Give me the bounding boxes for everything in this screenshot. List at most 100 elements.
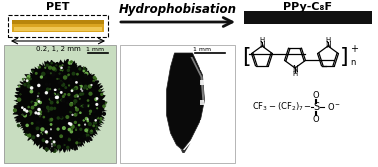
Circle shape — [30, 90, 33, 93]
Circle shape — [86, 134, 89, 137]
Circle shape — [89, 92, 92, 95]
Circle shape — [15, 112, 17, 113]
Circle shape — [91, 130, 92, 131]
Circle shape — [40, 114, 41, 115]
Circle shape — [24, 114, 26, 117]
Circle shape — [43, 76, 46, 79]
Circle shape — [79, 124, 80, 126]
Circle shape — [50, 101, 53, 104]
Circle shape — [87, 100, 89, 101]
Circle shape — [80, 112, 81, 113]
Circle shape — [93, 83, 95, 84]
Circle shape — [67, 69, 69, 71]
Circle shape — [80, 85, 82, 88]
Circle shape — [37, 111, 38, 112]
Circle shape — [60, 92, 62, 93]
Circle shape — [46, 70, 50, 73]
Circle shape — [79, 87, 80, 88]
Circle shape — [26, 133, 27, 135]
Circle shape — [74, 121, 76, 123]
Circle shape — [86, 137, 90, 140]
Circle shape — [68, 94, 70, 96]
Circle shape — [36, 102, 39, 105]
Circle shape — [66, 116, 69, 118]
Circle shape — [71, 89, 73, 91]
Circle shape — [35, 136, 36, 137]
Text: O: O — [313, 115, 319, 124]
Circle shape — [23, 113, 25, 115]
Circle shape — [61, 99, 63, 101]
Circle shape — [24, 84, 26, 86]
Circle shape — [46, 133, 48, 134]
Circle shape — [70, 82, 71, 83]
Circle shape — [98, 103, 101, 105]
Circle shape — [70, 103, 73, 105]
Circle shape — [67, 102, 68, 104]
Circle shape — [51, 73, 54, 76]
Circle shape — [39, 125, 42, 128]
Circle shape — [71, 61, 72, 63]
Circle shape — [38, 84, 40, 87]
Text: 1 mm: 1 mm — [193, 47, 211, 52]
Circle shape — [76, 65, 77, 67]
Circle shape — [36, 73, 37, 74]
Circle shape — [64, 78, 66, 80]
Circle shape — [47, 109, 50, 112]
Circle shape — [45, 109, 46, 110]
Circle shape — [53, 149, 56, 152]
Circle shape — [70, 78, 71, 80]
Circle shape — [45, 148, 46, 149]
Circle shape — [80, 128, 82, 130]
Circle shape — [97, 117, 99, 119]
Bar — [200, 80, 203, 85]
Circle shape — [54, 68, 56, 71]
Circle shape — [58, 67, 60, 70]
Circle shape — [70, 108, 73, 111]
Circle shape — [79, 138, 80, 139]
Circle shape — [36, 127, 39, 130]
Circle shape — [50, 124, 52, 125]
Circle shape — [95, 98, 98, 101]
Circle shape — [93, 125, 94, 127]
Circle shape — [85, 118, 88, 120]
Circle shape — [77, 73, 78, 75]
Circle shape — [52, 72, 54, 74]
Circle shape — [89, 137, 91, 139]
Text: O: O — [313, 91, 319, 100]
Circle shape — [51, 63, 52, 64]
Circle shape — [26, 124, 28, 126]
Circle shape — [68, 62, 71, 64]
Circle shape — [98, 98, 101, 101]
Circle shape — [98, 104, 101, 107]
Circle shape — [69, 85, 70, 86]
Circle shape — [102, 112, 105, 115]
Circle shape — [85, 118, 86, 119]
Circle shape — [64, 76, 67, 79]
Circle shape — [27, 75, 30, 78]
Circle shape — [101, 94, 103, 95]
Polygon shape — [191, 57, 204, 102]
Circle shape — [40, 134, 41, 135]
Circle shape — [75, 87, 77, 89]
Circle shape — [60, 81, 62, 82]
Circle shape — [42, 139, 45, 141]
Circle shape — [96, 128, 97, 129]
Circle shape — [76, 142, 78, 144]
Circle shape — [28, 106, 29, 108]
Circle shape — [41, 132, 43, 134]
Circle shape — [54, 108, 56, 109]
Circle shape — [79, 68, 81, 70]
Circle shape — [100, 121, 101, 123]
Circle shape — [26, 113, 29, 115]
Bar — [4, 45, 116, 163]
Circle shape — [60, 72, 62, 74]
Circle shape — [32, 136, 34, 139]
Text: $\mathsf{O^-}$: $\mathsf{O^-}$ — [327, 102, 341, 113]
Circle shape — [56, 96, 59, 98]
Circle shape — [64, 74, 66, 76]
Circle shape — [67, 75, 68, 76]
Bar — [14, 27, 102, 31]
Polygon shape — [166, 53, 204, 150]
Circle shape — [37, 135, 39, 136]
Text: ]: ] — [340, 47, 348, 67]
